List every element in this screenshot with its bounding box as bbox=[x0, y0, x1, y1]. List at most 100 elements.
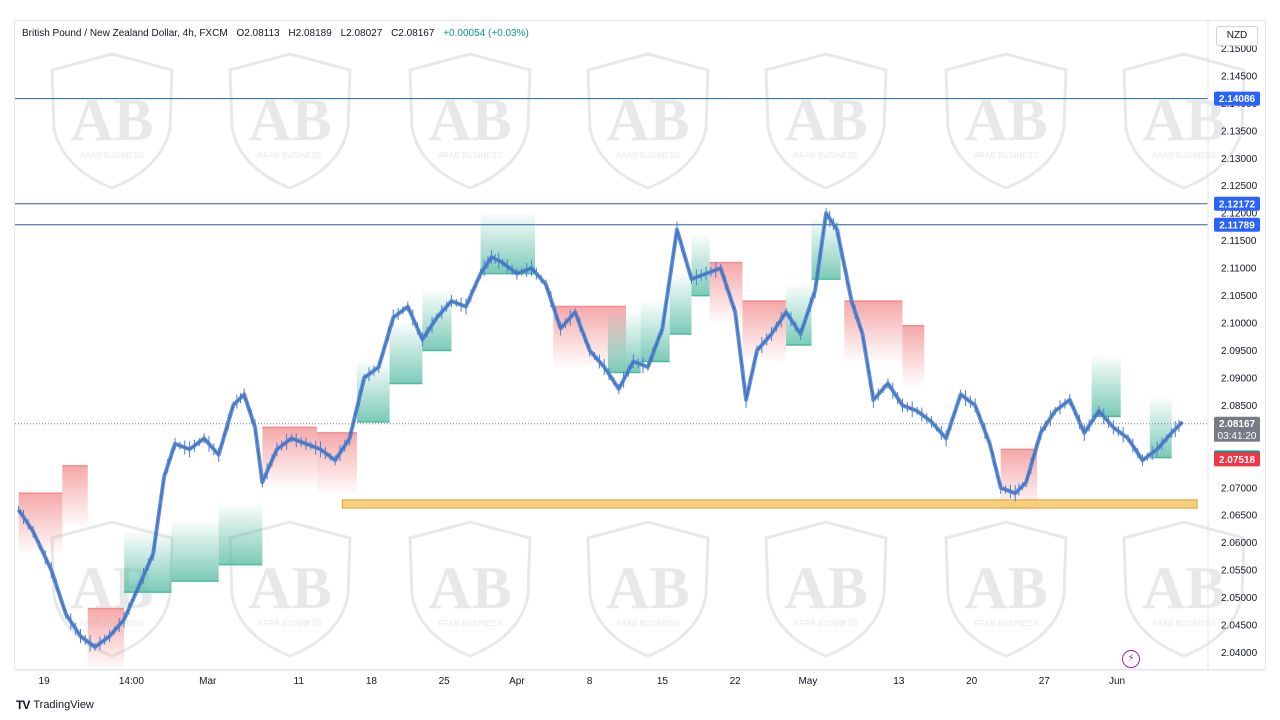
trail-fill-bull bbox=[1149, 397, 1172, 458]
y-tick-label: 2.09000 bbox=[1221, 373, 1258, 384]
watermark-monogram: AB bbox=[1142, 87, 1225, 153]
watermark-monogram: AB bbox=[428, 555, 511, 621]
trail-fill-bear bbox=[316, 432, 357, 493]
last-price-tag-bg[interactable] bbox=[1214, 416, 1260, 431]
watermark-shield-outline bbox=[408, 520, 532, 658]
watermark-monogram: AB bbox=[784, 555, 867, 621]
watermark-monogram: AB bbox=[964, 555, 1047, 621]
tradingview-logo-icon: TV bbox=[16, 698, 30, 712]
brand-name: TradingView bbox=[33, 699, 94, 711]
x-tick-label: 15 bbox=[657, 676, 669, 687]
axis-layer: 2.150002.145002.140002.135002.130002.125… bbox=[15, 21, 1265, 687]
watermark-text: ARAB BUSINESS bbox=[258, 151, 322, 160]
watermark-monogram: AB bbox=[606, 87, 689, 153]
watermark-text: ARAB BUSINESS bbox=[794, 619, 858, 628]
x-tick-label: 13 bbox=[893, 676, 905, 687]
y-tick-label: 2.12000 bbox=[1221, 209, 1258, 220]
level-price-tag: 2.11789 bbox=[1219, 220, 1255, 231]
watermark-text: ARAB BUSINESS bbox=[1152, 619, 1216, 628]
x-tick-label: 22 bbox=[730, 676, 742, 687]
level-price-tag: 2.12172 bbox=[1219, 199, 1256, 210]
x-tick-label: May bbox=[798, 676, 817, 687]
watermark-monogram: AB bbox=[428, 87, 511, 153]
trail-fill-bull bbox=[218, 504, 263, 565]
y-tick-label: 2.10000 bbox=[1221, 319, 1258, 330]
y-tick-label: 2.10500 bbox=[1221, 291, 1258, 302]
support-zone[interactable] bbox=[341, 499, 1198, 509]
last-price-tag: 2.08167 bbox=[1219, 419, 1256, 430]
y-tick-label: 2.13500 bbox=[1221, 126, 1258, 137]
watermark-text: ARAB BUSINESS bbox=[258, 619, 322, 628]
lightning-icon[interactable]: ⚡ bbox=[1122, 650, 1140, 668]
watermark-shield-outline bbox=[228, 520, 352, 658]
level-price-tag-bg[interactable] bbox=[1214, 91, 1260, 106]
trail-fill-bull bbox=[1091, 356, 1121, 417]
y-tick-label: 2.13000 bbox=[1221, 154, 1258, 165]
x-tick-label: 27 bbox=[1039, 676, 1051, 687]
watermark-shield-outline bbox=[764, 52, 888, 190]
symbol-title[interactable]: British Pound / New Zealand Dollar, 4h, … bbox=[22, 28, 228, 39]
indicator-price-tag: 2.07518 bbox=[1219, 455, 1256, 466]
y-tick-label: 2.06500 bbox=[1221, 511, 1258, 522]
ohlc-open: O2.08113 bbox=[236, 28, 280, 39]
watermark-text: ARAB BUSINESS bbox=[794, 151, 858, 160]
level-price-tag-bg[interactable] bbox=[1214, 196, 1260, 211]
watermark-shield-outline bbox=[764, 520, 888, 658]
trail-fill-bear bbox=[742, 301, 787, 362]
ohlc-change: +0.00054 (+0.03%) bbox=[443, 28, 529, 39]
indicator-price-tag-bg[interactable] bbox=[1214, 452, 1260, 467]
y-tick-label: 2.15000 bbox=[1221, 44, 1258, 55]
x-tick-label: 25 bbox=[439, 676, 451, 687]
y-tick-label: 2.05500 bbox=[1221, 566, 1258, 577]
ohlc-high: H2.08189 bbox=[288, 28, 332, 39]
price-layer bbox=[15, 208, 1208, 652]
watermark-shield-outline bbox=[1122, 520, 1246, 658]
x-tick-label: 14:00 bbox=[119, 676, 144, 687]
watermark-monogram: AB bbox=[1142, 555, 1225, 621]
trail-fill-bear bbox=[902, 325, 925, 386]
trail-fill-bull bbox=[480, 213, 536, 274]
watermark-text: ARAB BUSINESS bbox=[974, 619, 1038, 628]
y-tick-label: 2.04500 bbox=[1221, 621, 1258, 632]
watermark-monogram: AB bbox=[964, 87, 1047, 153]
x-tick-label: Mar bbox=[199, 676, 217, 687]
watermark-text: ARAB BUSINESS bbox=[616, 151, 680, 160]
tradingview-logo[interactable]: TV TradingView bbox=[16, 698, 94, 712]
symbol-legend: British Pound / New Zealand Dollar, 4h, … bbox=[22, 28, 535, 39]
y-tick-label: 2.06000 bbox=[1221, 538, 1258, 549]
watermark-shield-outline bbox=[228, 52, 352, 190]
x-tick-label: Apr bbox=[509, 676, 525, 687]
watermark-text: ARAB BUSINESS bbox=[80, 151, 144, 160]
countdown-tag: 03:41:20 bbox=[1218, 431, 1257, 442]
y-tick-label: 2.12500 bbox=[1221, 181, 1258, 192]
currency-button[interactable]: NZD bbox=[1216, 26, 1258, 46]
watermark-text: ARAB BUSINESS bbox=[438, 619, 502, 628]
watermark-monogram: AB bbox=[70, 87, 153, 153]
level-price-tag-bg[interactable] bbox=[1214, 217, 1260, 232]
watermark-shield-outline bbox=[408, 52, 532, 190]
y-tick-label: 2.09500 bbox=[1221, 346, 1258, 357]
x-tick-label: Jun bbox=[1109, 676, 1125, 687]
y-tick-label: 2.08500 bbox=[1221, 401, 1258, 412]
ohlc-close: C2.08167 bbox=[391, 28, 435, 39]
watermark-shield-outline bbox=[944, 520, 1068, 658]
y-tick-label: 2.14500 bbox=[1221, 71, 1258, 82]
watermark-monogram: AB bbox=[606, 555, 689, 621]
watermark-monogram: AB bbox=[248, 87, 331, 153]
watermark-shield-outline bbox=[1122, 52, 1246, 190]
watermark-shield-outline bbox=[586, 52, 710, 190]
y-tick-label: 2.11000 bbox=[1221, 264, 1257, 275]
trail-fill-bull bbox=[389, 323, 423, 384]
